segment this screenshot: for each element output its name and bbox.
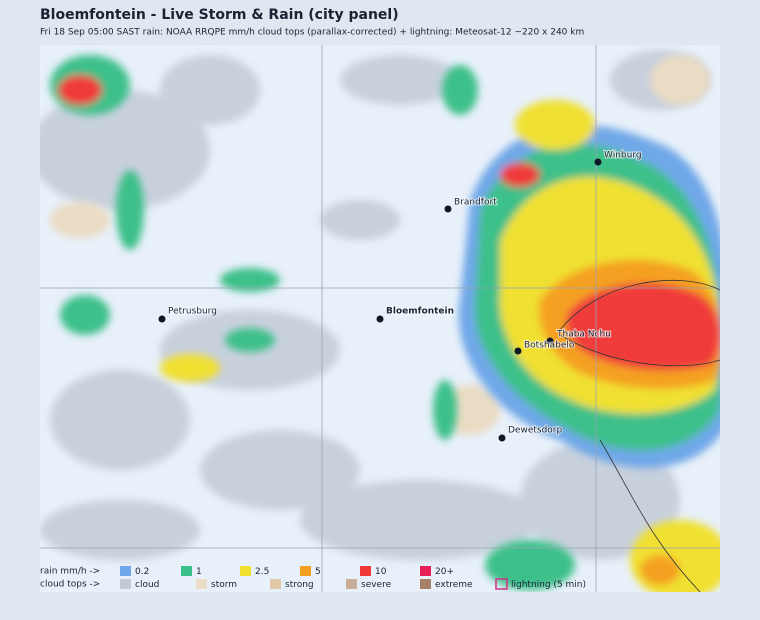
legend-swatch [196, 579, 207, 589]
city-label: Petrusburg [168, 307, 217, 317]
legend-label: lightning (5 min) [511, 580, 586, 590]
legend-swatch [240, 566, 251, 576]
legend-title: cloud tops -> [40, 580, 100, 590]
legend-label: 0.2 [135, 567, 149, 577]
city-marker [594, 158, 602, 166]
city-label: Dewetsdorp [508, 426, 563, 436]
city-label: Brandfort [454, 198, 497, 208]
city-label: Winburg [604, 151, 642, 161]
legend: rain mm/h -> cloud tops -> 0.2 1 2.5 5 10 20+… [40, 566, 586, 590]
legend-swatch [495, 578, 508, 590]
legend-label: 5 [315, 567, 321, 577]
rain [50, 55, 720, 592]
legend-swatch [300, 566, 311, 576]
legend-label: 2.5 [255, 567, 269, 577]
legend-swatch [420, 566, 431, 576]
legend-swatch [346, 579, 357, 589]
city-marker [158, 315, 166, 323]
city-marker [498, 434, 506, 442]
legend-swatch [120, 579, 131, 589]
city-marker [546, 337, 554, 345]
map [40, 45, 720, 592]
cloud-cover [40, 50, 710, 560]
legend-label: strong [285, 580, 314, 590]
legend-label: extreme [435, 580, 473, 590]
city-marker [514, 347, 522, 355]
city-marker [376, 315, 384, 323]
legend-swatch [120, 566, 131, 576]
city-marker [444, 205, 452, 213]
legend-label: severe [361, 580, 392, 590]
cities: Winburg Brandfort Bloemfontein Petrusbur… [158, 150, 643, 442]
legend-swatch [181, 566, 192, 576]
legend-label: 1 [196, 567, 202, 577]
legend-label: storm [211, 580, 237, 590]
graticule [40, 45, 720, 592]
border [559, 280, 720, 592]
city-label: Thaba Nchu [556, 330, 611, 340]
legend-swatch [420, 579, 431, 589]
city-label: Botshabelo [524, 341, 575, 351]
legend-label: 20+ [435, 567, 454, 577]
legend-label: cloud [135, 580, 159, 590]
title: Bloemfontein - Live Storm & Rain (city p… [40, 7, 399, 23]
city-label: Bloemfontein [386, 307, 454, 317]
legend-swatch [270, 579, 281, 589]
legend-label: 10 [375, 567, 387, 577]
legend-title: rain mm/h -> [40, 567, 100, 577]
subtitle: Fri 18 Sep 05:00 SAST rain: NOAA RRQPE m… [40, 28, 584, 38]
legend-swatch [360, 566, 371, 576]
